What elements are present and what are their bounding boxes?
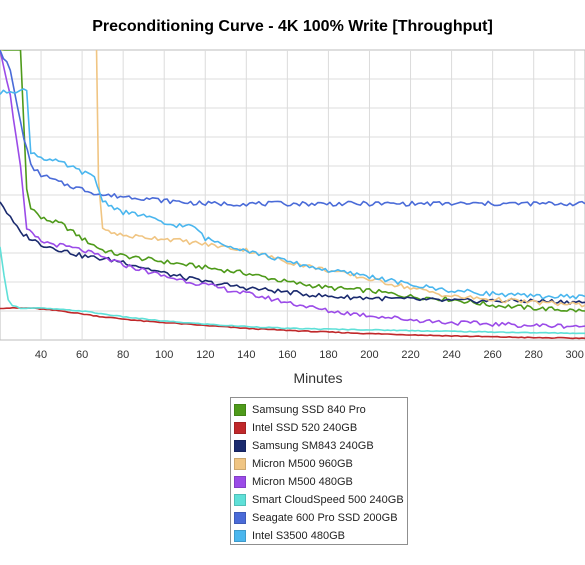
legend-label: Micron M500 480GB	[252, 476, 353, 488]
x-tick-label: 140	[237, 349, 255, 361]
legend-item: Samsung SSD 840 Pro	[234, 401, 407, 419]
legend-item: Micron M500 960GB	[234, 455, 407, 473]
chart-title: Preconditioning Curve - 4K 100% Write [T…	[92, 18, 493, 35]
series-line-intel-s3500-480gb	[0, 88, 585, 300]
x-tick-label: 40	[35, 349, 47, 361]
x-tick-label: 260	[483, 349, 501, 361]
x-tick-label: 60	[76, 349, 88, 361]
x-tick-label: 280	[525, 349, 543, 361]
legend-label: Seagate 600 Pro SSD 200GB	[252, 512, 398, 524]
legend-swatch	[234, 512, 246, 524]
legend-item: Seagate 600 Pro SSD 200GB	[234, 509, 407, 527]
x-tick-label: 180	[319, 349, 337, 361]
chart-legend: Samsung SSD 840 Pro Intel SSD 520 240GB Sa…	[230, 397, 408, 545]
legend-label: Intel SSD 520 240GB	[252, 422, 358, 434]
x-tick-label: 240	[442, 349, 460, 361]
legend-label: Intel S3500 480GB	[252, 530, 345, 542]
x-tick-label: 160	[278, 349, 296, 361]
series-line-micron-m500-480gb	[0, 50, 585, 329]
x-axis-label: Minutes	[293, 370, 342, 386]
x-tick-label: 120	[196, 349, 214, 361]
x-tick-label: 200	[360, 349, 378, 361]
legend-swatch	[234, 476, 246, 488]
legend-swatch	[234, 404, 246, 416]
x-tick-label: 300	[566, 349, 584, 361]
x-tick-label: 220	[401, 349, 419, 361]
x-tick-label: 100	[155, 349, 173, 361]
legend-item: Smart CloudSpeed 500 240GB	[234, 491, 407, 509]
legend-swatch	[234, 530, 246, 542]
legend-swatch	[234, 494, 246, 506]
series-line-intel-ssd-520-240gb	[0, 306, 585, 340]
series-line-samsung-ssd-840-pro	[0, 50, 585, 313]
series-line-smart-cloudspeed-500-240gb	[0, 246, 585, 335]
legend-label: Samsung SM843 240GB	[252, 440, 374, 452]
legend-item: Intel S3500 480GB	[234, 527, 407, 545]
legend-item: Intel SSD 520 240GB	[234, 419, 407, 437]
x-tick-label: 80	[117, 349, 129, 361]
legend-item: Samsung SM843 240GB	[234, 437, 407, 455]
legend-label: Samsung SSD 840 Pro	[252, 404, 366, 416]
legend-swatch	[234, 458, 246, 470]
series-line-micron-m500-960gb	[0, 50, 585, 308]
legend-swatch	[234, 440, 246, 452]
legend-item: Micron M500 480GB	[234, 473, 407, 491]
legend-swatch	[234, 422, 246, 434]
legend-label: Micron M500 960GB	[252, 458, 353, 470]
legend-label: Smart CloudSpeed 500 240GB	[252, 494, 404, 506]
